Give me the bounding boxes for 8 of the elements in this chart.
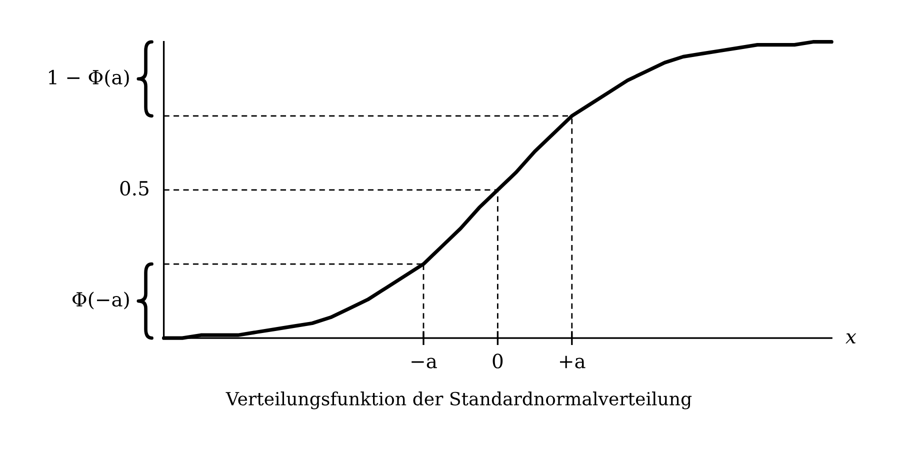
x-tick-label: 0 xyxy=(492,354,503,368)
text: Φ(−a) xyxy=(72,292,129,310)
text: 1 − Φ(a) xyxy=(49,69,129,88)
x-axis-title: x xyxy=(846,333,856,344)
x-tick-label: −a xyxy=(412,358,437,368)
x-tick-label: +a xyxy=(560,356,586,368)
text: Verteilungsfunktion der Standardnormalverteilung xyxy=(226,392,692,410)
ref-line-label: 0.5 xyxy=(120,180,148,196)
